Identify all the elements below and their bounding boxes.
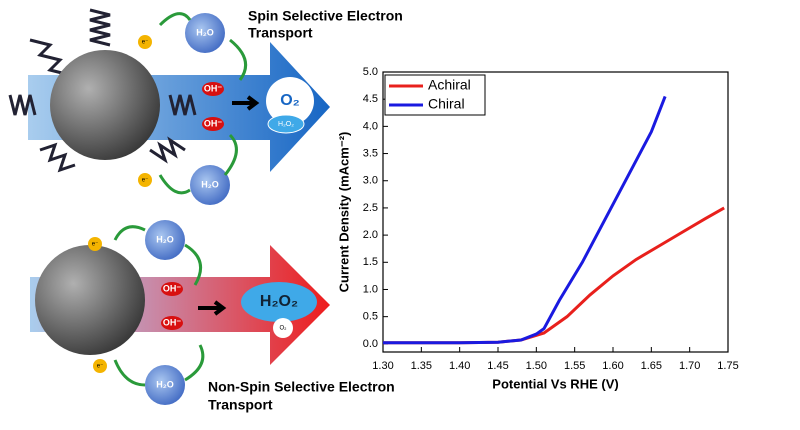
label: H₂O₂: [260, 293, 298, 310]
y-tick-label: 1.5: [363, 256, 378, 268]
legend-box: [384, 74, 486, 116]
y-tick-label: 1.0: [363, 283, 378, 295]
y-tick-label: 3.0: [363, 175, 378, 187]
legend-label: Achiral: [428, 77, 471, 93]
water-molecules: H₂O H₂O H₂O H₂O: [145, 13, 230, 405]
label: H₂O₂: [278, 121, 294, 128]
line: [383, 206, 725, 345]
label: e⁻: [92, 242, 99, 248]
hydroxides: OH⁻ OH⁻ OH⁻ OH⁻: [161, 82, 224, 330]
x-tick-label: 1.35: [411, 360, 432, 372]
label: H₂O: [156, 379, 174, 389]
y-axis-label: Current Density (mAcm⁻²): [336, 132, 351, 293]
peroxide: [241, 282, 317, 322]
diagram: H₂O H₂O H₂O H₂O e⁻ e⁻ e⁻ e⁻ OH⁻ OH⁻ OH⁻ …: [8, 8, 403, 413]
label: O₂: [280, 326, 288, 332]
chart: 1.30 1.35 1.40 1.45 1.50 1.55 1.60 1.65 1.70 1.75…: [336, 66, 738, 392]
x-tick-label: 1.70: [679, 360, 700, 372]
label: e⁻: [142, 178, 149, 184]
electrons: e⁻ e⁻ e⁻ e⁻: [88, 35, 152, 373]
y-tick-label: 2.5: [363, 202, 378, 214]
oxygen: [273, 318, 293, 338]
label: OH⁻: [163, 283, 182, 293]
helices: [8, 8, 197, 173]
title: Transport: [248, 25, 313, 41]
label: OH⁻: [204, 83, 223, 93]
label: OH⁻: [204, 118, 223, 128]
x-tick-label: 1.40: [449, 360, 470, 372]
label: e⁻: [97, 364, 104, 370]
y-tick-label: 5.0: [363, 66, 378, 78]
x-tick-label: 1.60: [602, 360, 623, 372]
x-tick-label: 1.55: [564, 360, 585, 372]
label: H₂O: [156, 234, 174, 244]
y-tick-label: 4.5: [363, 93, 378, 105]
title: Non-Spin Selective Electron: [208, 379, 395, 395]
x-axis-label: Potential Vs RHE (V): [492, 376, 618, 391]
line: [383, 95, 667, 345]
arrow: [232, 95, 260, 111]
label: e⁻: [142, 40, 149, 46]
sphere: [50, 50, 160, 160]
peroxide: [267, 114, 305, 134]
label: OH⁻: [163, 317, 182, 327]
x-tick-label: 1.45: [487, 360, 508, 372]
y-tick-label: 0.0: [363, 338, 378, 350]
cycle-arrows: [113, 12, 248, 387]
legend-label: Chiral: [428, 96, 465, 112]
label: H₂O: [196, 27, 214, 37]
arrow: [30, 245, 330, 365]
oxygen: [266, 77, 314, 125]
y-tick-label: 3.5: [363, 147, 378, 159]
y-tick-label: 0.5: [363, 311, 378, 323]
x-tick-label: 1.50: [526, 360, 547, 372]
arrow: [198, 300, 227, 316]
y-tick-label: 2.0: [363, 229, 378, 241]
title: Spin Selective Electron: [248, 8, 403, 24]
x-tick-label: 1.30: [372, 360, 393, 372]
x-tick-label: 1.65: [641, 360, 662, 372]
label: O₂: [280, 92, 300, 109]
y-tick-label: 4.0: [363, 120, 378, 132]
x-tick-label: 1.75: [717, 360, 738, 372]
plot-frame: [382, 71, 729, 353]
title: Transport: [208, 397, 273, 413]
label: H₂O: [201, 179, 219, 189]
sphere: [35, 245, 145, 355]
